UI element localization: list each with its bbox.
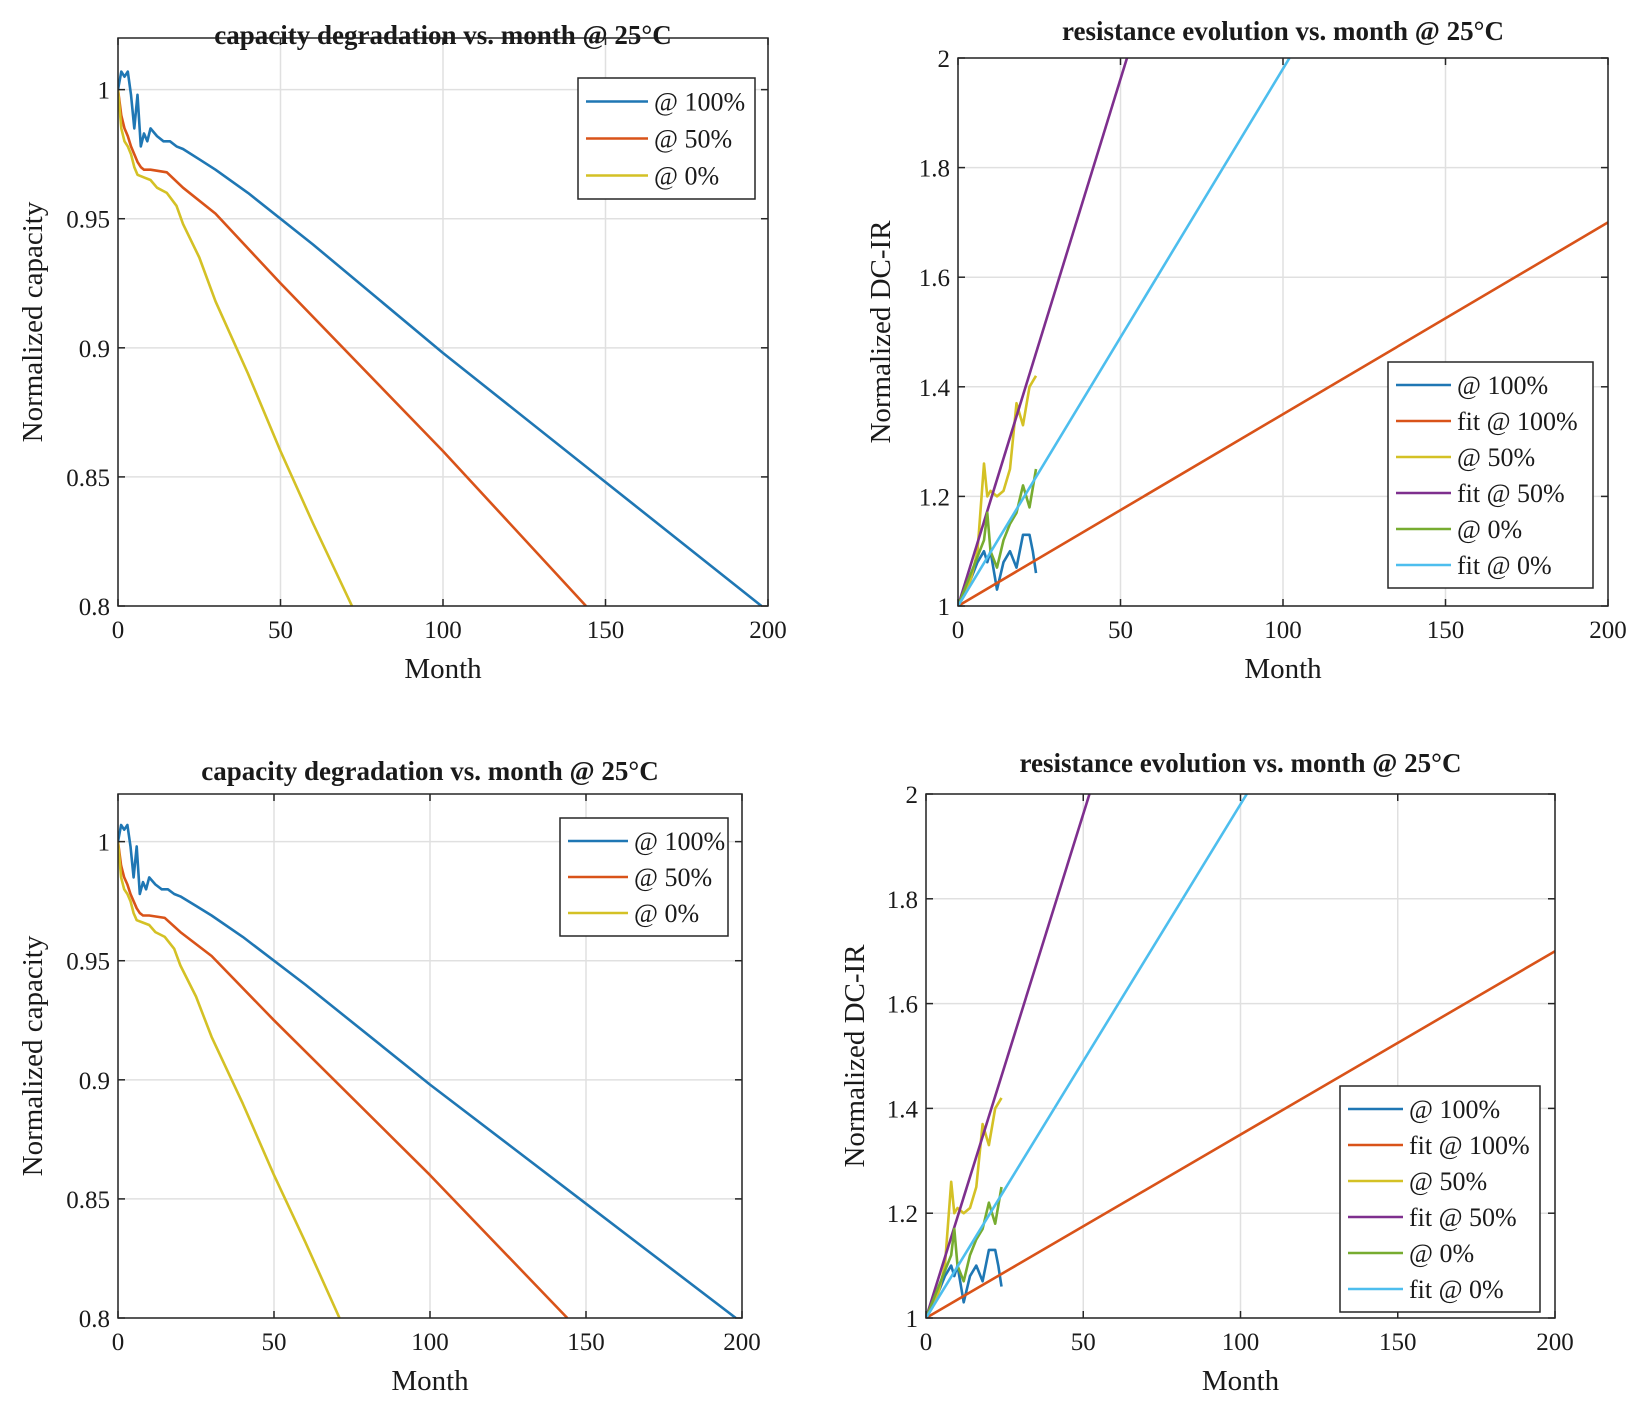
legend-label: fit @ 50% — [1457, 479, 1565, 508]
x-tick-label: 200 — [749, 617, 787, 644]
x-tick-label: 150 — [587, 617, 625, 644]
y-tick-label: 1.8 — [887, 887, 918, 914]
x-tick-label: 200 — [723, 1329, 761, 1356]
y-tick-label: 0.8 — [79, 1306, 110, 1333]
legend-label: fit @ 0% — [1409, 1275, 1504, 1304]
legend-label: @ 0% — [654, 162, 719, 191]
y-tick-label: 1 — [906, 1306, 919, 1333]
x-tick-label: 150 — [1427, 617, 1465, 644]
x-tick-label: 0 — [952, 617, 965, 644]
legend-box — [1387, 361, 1594, 589]
legend-label: fit @ 50% — [1409, 1203, 1517, 1232]
y-tick-label: 1.4 — [887, 1096, 919, 1123]
x-tick-label: 150 — [567, 1329, 605, 1356]
chart-title: capacity degradation vs. month @ 25°C — [201, 756, 658, 786]
legend-label: @ 0% — [1409, 1239, 1474, 1268]
legend-label: @ 50% — [654, 125, 732, 154]
legend-label: fit @ 100% — [1457, 407, 1578, 436]
series-line-5 — [958, 468, 1038, 606]
y-tick-label: 2 — [906, 782, 919, 809]
x-tick-label: 50 — [1108, 617, 1133, 644]
y-tick-label: 0.95 — [66, 207, 110, 234]
series-group — [118, 70, 763, 606]
y-tick-label: 0.85 — [66, 465, 110, 492]
x-axis-label: Month — [1202, 1365, 1280, 1397]
legend-label: @ 50% — [634, 863, 712, 892]
x-tick-label: 100 — [411, 1329, 449, 1356]
series-line-6 — [926, 794, 1248, 1318]
x-tick-label: 100 — [424, 617, 462, 644]
y-axis-label: Normalized capacity — [17, 201, 49, 442]
x-tick-label: 100 — [1222, 1329, 1260, 1356]
y-tick-label: 1.2 — [919, 484, 950, 511]
legend: @ 100% @ 50% @ 0% — [559, 817, 729, 937]
legend-label: fit @ 0% — [1457, 551, 1552, 580]
series-line-1 — [118, 823, 737, 1318]
x-axis-label: Month — [391, 1365, 469, 1397]
legend-label: @ 0% — [634, 899, 699, 928]
y-axis-label: Normalized DC-IR — [865, 220, 897, 444]
x-tick-label: 50 — [262, 1329, 287, 1356]
x-tick-label: 50 — [1071, 1329, 1096, 1356]
chart-title: resistance evolution vs. month @ 25°C — [1062, 16, 1504, 46]
series-line-1 — [118, 70, 763, 606]
y-tick-label: 1 — [98, 78, 111, 105]
legend-label: @ 100% — [654, 88, 745, 117]
series-line-2 — [926, 950, 1555, 1318]
chart-4: 0 50 100 150 200 1 1.2 1.4 1.6 1.8 2 resistance evo… — [839, 748, 1574, 1397]
series-line-2 — [118, 89, 587, 606]
legend: @ 100% fit @ 100% @ 50% fit @ 50% @ 0% fit @ … — [1339, 1085, 1541, 1313]
chart-title: resistance evolution vs. month @ 25°C — [1020, 748, 1462, 778]
y-tick-label: 0.8 — [79, 594, 110, 621]
y-tick-label: 1 — [98, 830, 111, 857]
series-line-2 — [118, 841, 569, 1318]
y-tick-label: 1.6 — [887, 992, 918, 1019]
y-axis-label: Normalized DC-IR — [839, 944, 871, 1168]
series-group — [926, 794, 1555, 1318]
x-tick-label: 200 — [1589, 617, 1627, 644]
y-tick-label: 1.4 — [919, 375, 951, 402]
y-tick-label: 1 — [938, 594, 951, 621]
series-line-3 — [118, 89, 354, 606]
series-group — [118, 823, 737, 1318]
y-tick-label: 1.6 — [919, 265, 950, 292]
chart-title: capacity degradation vs. month @ 25°C — [214, 20, 671, 50]
y-tick-label: 2 — [938, 46, 951, 73]
y-tick-label: 1.8 — [919, 156, 950, 183]
legend-label: @ 0% — [1457, 515, 1522, 544]
y-axis-label: Normalized capacity — [17, 935, 49, 1176]
chart-2: 0 50 100 150 200 1 1.2 1.4 1.6 1.8 2 resistance evo… — [865, 16, 1627, 685]
chart-3: 0 50 100 150 200 0.8 0.85 0.9 0.95 1 capacity degr… — [17, 756, 761, 1397]
chart-1: 0 50 100 150 200 0.8 0.85 0.9 0.95 1 capacity degr… — [17, 20, 787, 685]
legend-label: @ 100% — [1409, 1095, 1500, 1124]
legend-label: @ 50% — [1409, 1167, 1487, 1196]
legend-box — [1339, 1085, 1541, 1313]
x-tick-label: 150 — [1379, 1329, 1417, 1356]
legend-label: fit @ 100% — [1409, 1131, 1530, 1160]
series-group — [958, 58, 1608, 606]
legend-label: @ 100% — [1457, 371, 1548, 400]
x-tick-label: 200 — [1536, 1329, 1574, 1356]
y-tick-label: 0.95 — [66, 949, 110, 976]
x-tick-label: 0 — [112, 617, 125, 644]
x-axis-label: Month — [1244, 653, 1322, 685]
legend: @ 100% @ 50% @ 0% — [577, 77, 756, 200]
x-tick-label: 100 — [1264, 617, 1302, 644]
legend: @ 100% fit @ 100% @ 50% fit @ 50% @ 0% fit @ … — [1387, 361, 1594, 589]
series-line-3 — [118, 841, 341, 1318]
x-tick-label: 50 — [268, 617, 293, 644]
series-line-5 — [926, 1186, 1003, 1318]
series-line-2 — [958, 221, 1608, 606]
legend-label: @ 50% — [1457, 443, 1535, 472]
y-tick-label: 0.85 — [66, 1187, 110, 1214]
x-tick-label: 0 — [920, 1329, 933, 1356]
legend-label: @ 100% — [634, 827, 725, 856]
y-tick-label: 0.9 — [79, 1068, 110, 1095]
x-axis-label: Month — [404, 653, 482, 685]
x-tick-label: 0 — [112, 1329, 125, 1356]
y-tick-label: 0.9 — [79, 336, 110, 363]
y-tick-label: 1.2 — [887, 1201, 918, 1228]
series-line-6 — [958, 58, 1291, 606]
